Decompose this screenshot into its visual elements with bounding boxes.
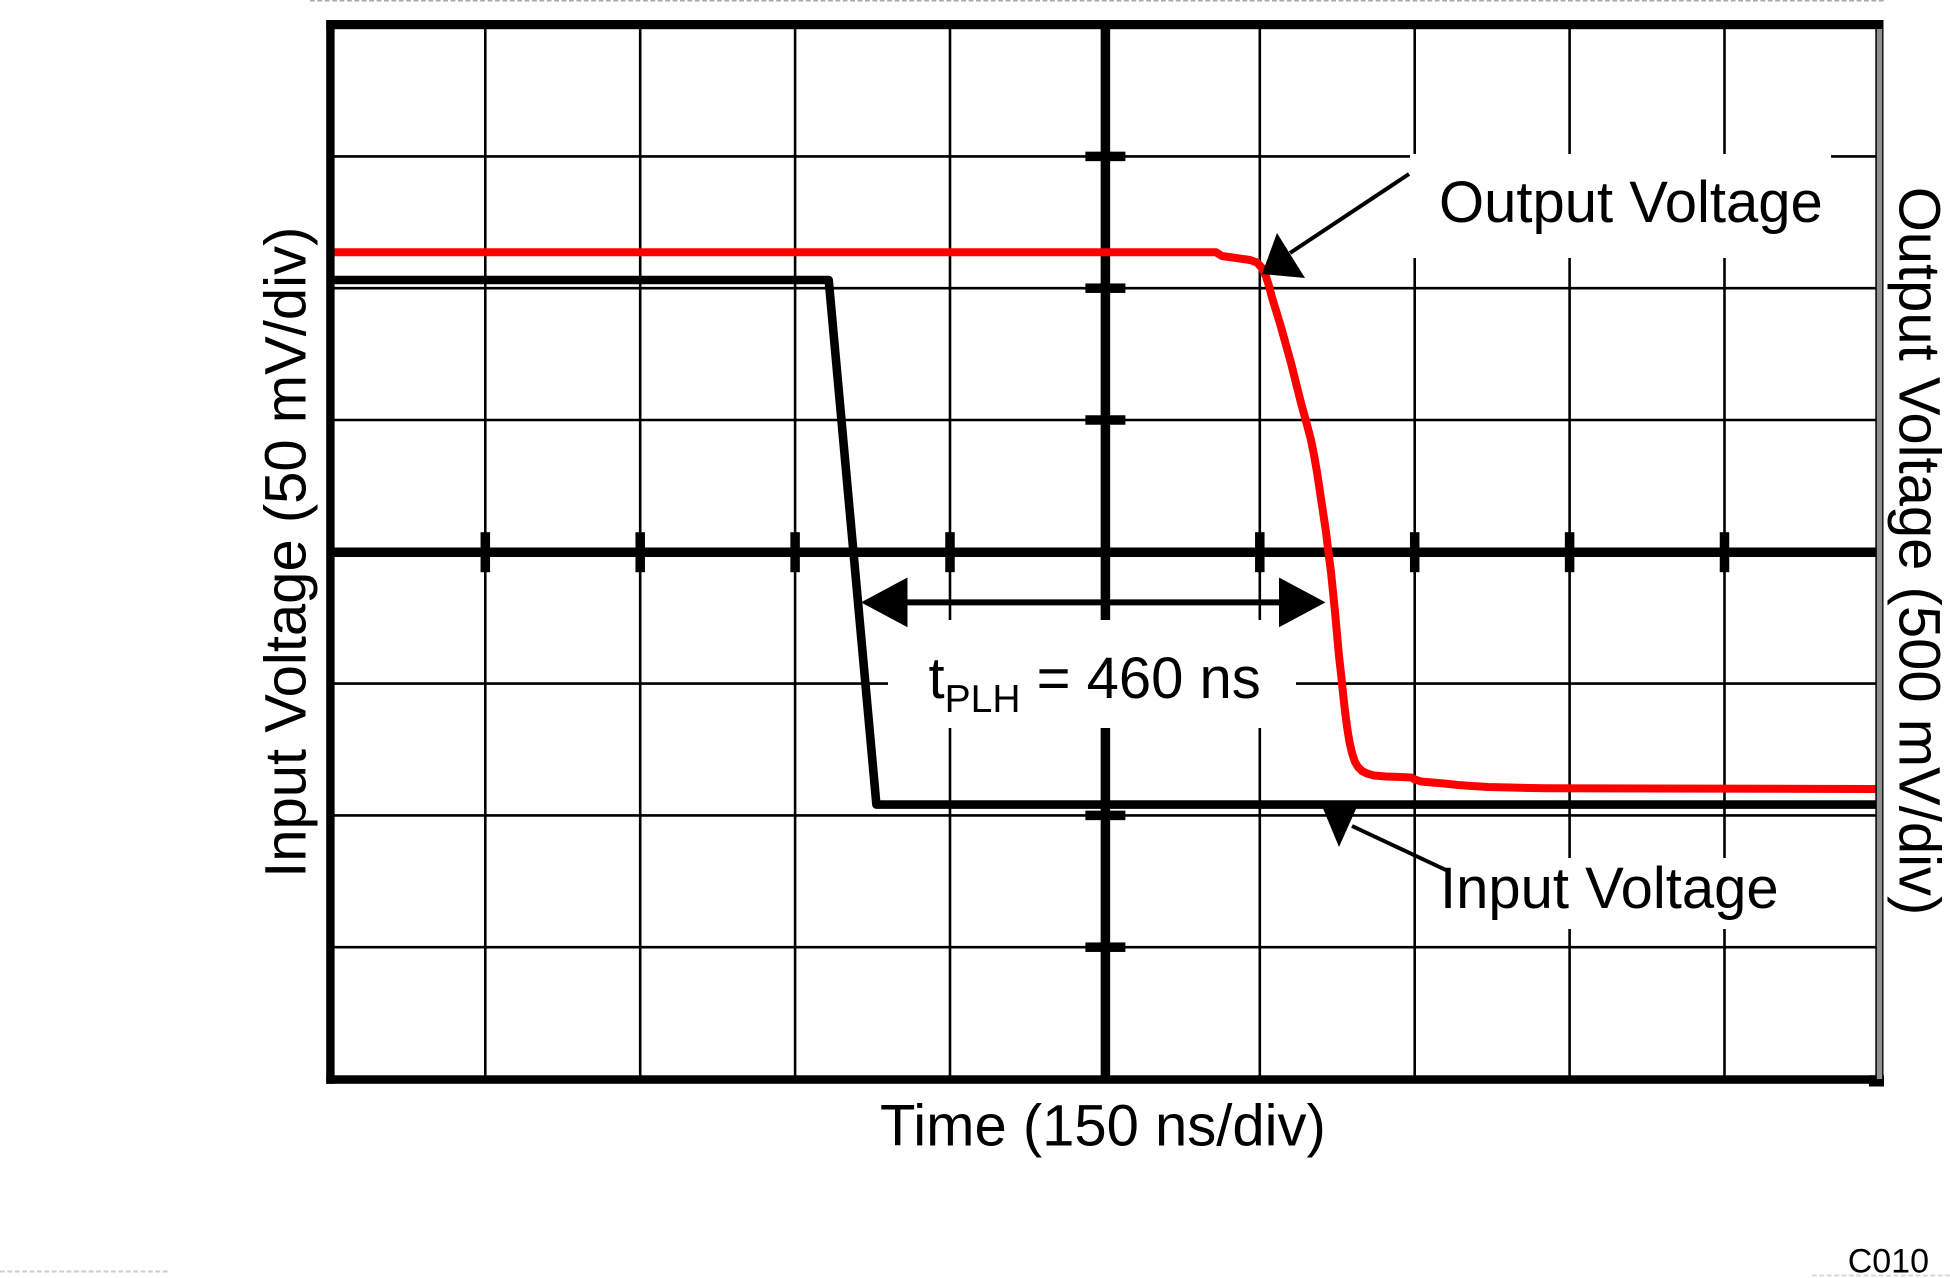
svg-text:tPLH = 460 ns: tPLH = 460 ns <box>929 646 1261 721</box>
svg-text:Input Voltage: Input Voltage <box>1440 856 1779 921</box>
svg-text:C010: C010 <box>1848 1243 1929 1278</box>
svg-text:Output Voltage: Output Voltage <box>1439 170 1823 235</box>
svg-text:Input Voltage (50 mV/div): Input Voltage (50 mV/div) <box>254 227 319 878</box>
svg-text:Output Voltage (500 mV/div): Output Voltage (500 mV/div) <box>1887 187 1950 916</box>
svg-text:Time (150 ns/div): Time (150 ns/div) <box>880 1094 1326 1159</box>
